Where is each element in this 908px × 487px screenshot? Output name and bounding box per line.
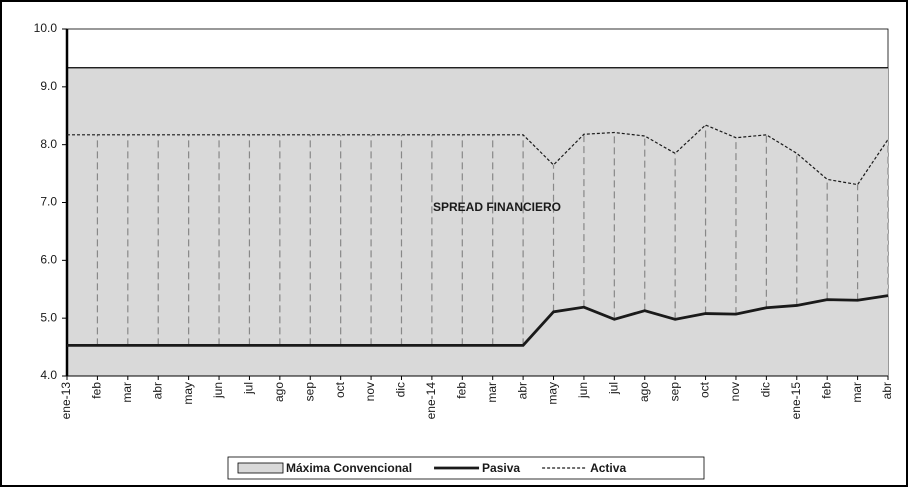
- legend-swatch: [237, 462, 284, 474]
- y-tick-label: 10.0: [34, 21, 58, 35]
- legend-label: Pasiva: [482, 461, 520, 475]
- x-tick-label: nov: [363, 382, 377, 401]
- x-tick-label: ene-13: [59, 382, 73, 420]
- y-tick-label: 5.0: [40, 310, 57, 324]
- x-tick-label: ene-15: [789, 382, 803, 420]
- x-tick-label: oct: [698, 381, 712, 398]
- y-tick-label: 4.0: [40, 368, 57, 382]
- x-tick-label: abr: [880, 382, 894, 399]
- annotation: SPREAD FINANCIERO: [433, 200, 561, 214]
- x-tick-label: abr: [515, 382, 529, 399]
- x-tick-label: jul: [607, 382, 621, 395]
- legend-label: Activa: [590, 461, 626, 475]
- x-tick-label: sep: [302, 382, 316, 402]
- x-tick-label: ago: [637, 382, 651, 402]
- x-tick-label: jun: [211, 382, 225, 399]
- x-tick-label: mar: [850, 382, 864, 403]
- x-tick-label: mar: [120, 382, 134, 403]
- area: [67, 67, 888, 376]
- x-tick-label: feb: [90, 382, 104, 399]
- y-tick-label: 9.0: [40, 79, 57, 93]
- x-tick-label: ago: [272, 382, 286, 402]
- y-tick-label: 6.0: [40, 253, 57, 267]
- x-tick-label: sep: [667, 382, 681, 402]
- x-tick-label: feb: [454, 382, 468, 399]
- line: [67, 294, 889, 347]
- y-tick-label: 8.0: [40, 137, 57, 151]
- line: [67, 124, 889, 186]
- x-tick-label: mar: [485, 382, 499, 403]
- legend-label: Máxima Convencional: [286, 461, 412, 475]
- x-tick-label: nov: [728, 382, 742, 401]
- x-tick-label: ene-14: [424, 382, 438, 420]
- x-tick-label: may: [546, 382, 560, 405]
- x-tick-label: jul: [242, 382, 256, 395]
- x-tick-label: dic: [394, 382, 408, 397]
- x-tick-label: oct: [333, 381, 347, 398]
- x-tick-label: abr: [150, 382, 164, 399]
- x-tick-label: jun: [576, 382, 590, 399]
- x-tick-label: may: [181, 382, 195, 405]
- x-tick-label: dic: [759, 382, 773, 397]
- x-tick-label: feb: [819, 382, 833, 399]
- y-tick-label: 7.0: [40, 195, 57, 209]
